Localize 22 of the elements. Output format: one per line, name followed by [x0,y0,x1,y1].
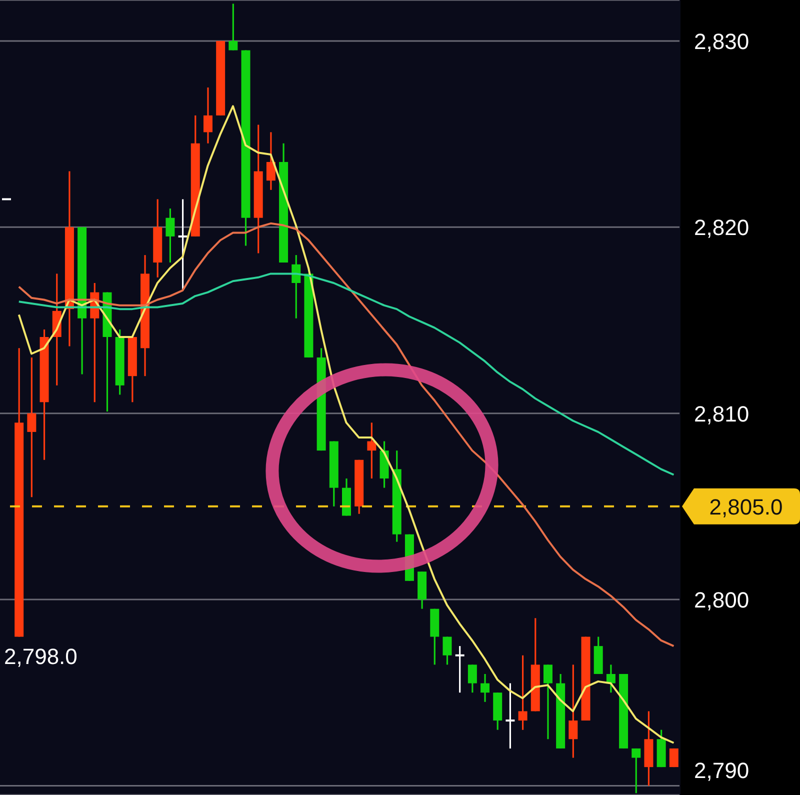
candlestick [166,208,175,264]
candlestick [518,654,528,731]
candlestick [367,422,376,480]
y-tick-label: 2,800 [694,588,750,613]
candlestick [543,664,552,740]
ref-line-label: 2,805.0 [709,494,783,520]
annotation: 2,798.0 [4,644,78,669]
candlestick [568,664,578,759]
candlestick [480,673,490,703]
candlestick [442,636,452,666]
candlestick [27,356,36,498]
candlestick [632,748,641,794]
candlestick [468,664,477,694]
candlestick [228,2,238,52]
y-tick-label: 2,810 [694,401,750,426]
y-tick-label: 2,830 [694,28,750,54]
candlestick [606,664,616,694]
y-tick-label: 2,820 [694,215,750,240]
y-tick-label: 2,790 [694,758,750,783]
candlestick [203,86,212,144]
line-series [18,222,675,648]
candlestick [266,131,276,191]
